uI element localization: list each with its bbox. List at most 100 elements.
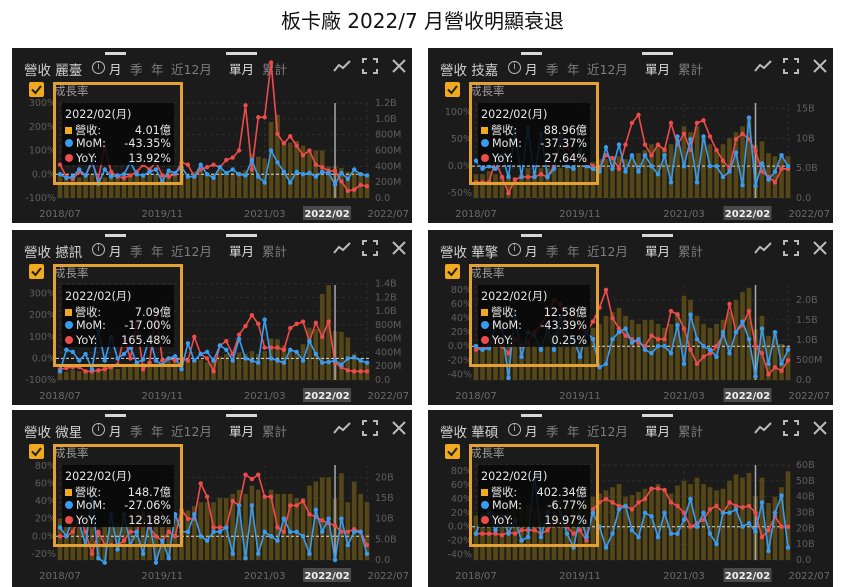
mom-point	[538, 534, 544, 540]
line-chart-icon[interactable]	[753, 238, 773, 258]
fullscreen-icon[interactable]	[781, 238, 801, 258]
tab-4[interactable]: 單月	[645, 62, 671, 77]
tab-1[interactable]: 季	[546, 244, 559, 259]
revenue-bar	[766, 335, 771, 380]
tab-2[interactable]: 年	[567, 62, 580, 77]
yoy-point	[499, 174, 505, 180]
tab-5[interactable]: 累計	[678, 62, 704, 77]
tab-3[interactable]: 近12月	[171, 424, 212, 439]
growth-rate-checkbox[interactable]	[445, 444, 460, 459]
tab-3[interactable]: 近12月	[587, 244, 628, 259]
tab-5[interactable]: 累計	[678, 424, 704, 439]
yoy-point	[288, 325, 293, 331]
mom-point	[198, 351, 203, 357]
tab-2[interactable]: 年	[567, 424, 580, 439]
tab-3[interactable]: 近12月	[171, 244, 212, 259]
close-icon[interactable]	[389, 238, 409, 258]
mom-point	[230, 551, 235, 557]
tab-5[interactable]: 累計	[262, 424, 288, 439]
line-chart-icon[interactable]	[332, 238, 352, 258]
tab-3[interactable]: 近12月	[587, 62, 628, 77]
yoy-point	[538, 172, 544, 177]
info-icon[interactable]: i	[92, 423, 105, 436]
tab-4[interactable]: 單月	[229, 62, 255, 77]
mom-point	[64, 534, 69, 539]
growth-rate-checkbox[interactable]	[445, 264, 460, 279]
revenue-bar	[525, 341, 531, 380]
close-icon[interactable]	[810, 56, 830, 76]
tab-3[interactable]: 近12月	[587, 424, 628, 439]
tab-1[interactable]: 季	[130, 62, 143, 77]
tab-3[interactable]: 近12月	[171, 62, 212, 77]
chart-plot[interactable]: 80% 60% 40% 20% 0.0% -20% -40% 2.0B 1.5B 1.0B 500M…	[428, 230, 833, 405]
mom-label: MoM:	[492, 137, 522, 150]
info-icon[interactable]: i	[508, 61, 521, 74]
info-icon[interactable]: i	[92, 243, 105, 256]
tab-0[interactable]: 月	[525, 62, 538, 77]
x-axis-tick: 2018/07	[39, 391, 81, 402]
close-icon[interactable]	[810, 418, 830, 438]
revenue-bar	[512, 177, 518, 198]
tab-2[interactable]: 年	[567, 244, 580, 259]
tab-2[interactable]: 年	[151, 62, 164, 77]
chart-plot[interactable]: 100% 50% 0.0% -50% 15B 10B 5.0B 0.0 2018/07 2019/…	[428, 48, 833, 223]
yoy-point	[649, 486, 654, 491]
tab-0[interactable]: 月	[109, 244, 122, 259]
tab-0[interactable]: 月	[109, 62, 122, 77]
info-icon[interactable]: i	[92, 61, 105, 74]
growth-rate-checkbox[interactable]	[445, 82, 460, 97]
highlight-box	[53, 264, 183, 367]
growth-rate-checkbox[interactable]	[29, 264, 44, 279]
growth-rate-checkbox[interactable]	[29, 82, 44, 97]
revenue-bar	[307, 485, 312, 560]
yoy-point	[506, 190, 511, 196]
growth-rate-checkbox[interactable]	[29, 444, 44, 459]
tab-4[interactable]: 單月	[229, 244, 255, 259]
right-axis-tick: 1.2B	[375, 292, 397, 303]
info-icon[interactable]: i	[508, 243, 521, 256]
tab-1[interactable]: 季	[546, 424, 559, 439]
left-axis-tick: 100%	[29, 146, 56, 157]
tab-5[interactable]: 累計	[262, 62, 288, 77]
tab-2[interactable]: 年	[151, 424, 164, 439]
close-icon[interactable]	[389, 56, 409, 76]
fullscreen-icon[interactable]	[360, 56, 380, 76]
yoy-point	[662, 336, 667, 342]
tab-0[interactable]: 月	[525, 424, 538, 439]
tab-4[interactable]: 單月	[645, 244, 671, 259]
tab-5[interactable]: 累計	[262, 244, 288, 259]
tab-0[interactable]: 月	[109, 424, 122, 439]
chart-plot[interactable]: 80% 60% 40% 20% 0.0% -20% -40% 60B 50B 40B 30B 20B 1…	[428, 410, 833, 587]
fullscreen-icon[interactable]	[360, 238, 380, 258]
info-icon[interactable]: i	[508, 423, 521, 436]
revenue-bar	[480, 345, 485, 380]
fullscreen-icon[interactable]	[360, 418, 380, 438]
chart-plot[interactable]: 300% 200% 100% 0.0% -100% 1.4B 1.2B 1.0B 800M 600…	[12, 230, 412, 405]
mom-label: MoM:	[76, 499, 106, 512]
fullscreen-icon[interactable]	[781, 418, 801, 438]
line-chart-icon[interactable]	[332, 418, 352, 438]
tab-4[interactable]: 單月	[645, 424, 671, 439]
tab-4[interactable]: 單月	[229, 424, 255, 439]
line-chart-icon[interactable]	[753, 418, 773, 438]
mom-point	[720, 329, 726, 335]
tab-1[interactable]: 季	[130, 244, 143, 259]
close-icon[interactable]	[389, 418, 409, 438]
tab-1[interactable]: 季	[546, 62, 559, 77]
mom-point	[727, 351, 732, 356]
yoy-point	[701, 118, 706, 123]
line-chart-icon[interactable]	[753, 56, 773, 76]
revenue-bar	[236, 489, 242, 560]
yoy-point	[364, 542, 370, 548]
yoy-point	[160, 358, 165, 363]
right-axis-tick: 400M	[375, 347, 401, 358]
tab-5[interactable]: 累計	[678, 244, 704, 259]
close-icon[interactable]	[810, 238, 830, 258]
tab-1[interactable]: 季	[130, 424, 143, 439]
line-chart-icon[interactable]	[332, 56, 352, 76]
revenue-bar	[772, 331, 778, 380]
fullscreen-icon[interactable]	[781, 56, 801, 76]
right-axis-tick: 400M	[375, 161, 401, 172]
tab-0[interactable]: 月	[525, 244, 538, 259]
tab-2[interactable]: 年	[151, 244, 164, 259]
